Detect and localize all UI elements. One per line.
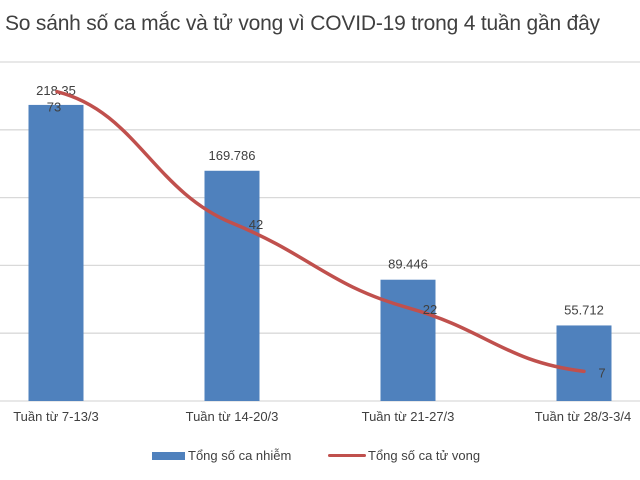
- legend: Tổng số ca nhiễm Tổng số ca tử vong: [0, 448, 640, 468]
- legend-item-deaths: Tổng số ca tử vong: [328, 448, 480, 463]
- x-axis-label: Tuần từ 7-13/3: [13, 409, 99, 424]
- bar: [380, 279, 436, 401]
- x-axis-label: Tuần từ 14-20/3: [186, 409, 279, 424]
- legend-label-deaths: Tổng số ca tử vong: [368, 448, 481, 463]
- bar-value-label: 55.712: [564, 302, 604, 317]
- x-axis-labels: Tuần từ 7-13/3 Tuần từ 14-20/3 Tuần từ 21-…: [13, 409, 631, 424]
- bar: [28, 104, 84, 402]
- legend-label-cases: Tổng số ca nhiễm: [188, 448, 292, 463]
- bar-series: [28, 104, 612, 402]
- chart-title: So sánh số ca mắc và tử vong vì COVID-19…: [5, 12, 600, 35]
- x-axis-label: Tuần từ 28/3-3/4: [535, 409, 631, 424]
- legend-item-cases: Tổng số ca nhiễm: [152, 448, 291, 463]
- line-value-label: 7: [598, 365, 605, 380]
- line-series: [55, 89, 586, 374]
- deaths-line: [55, 89, 586, 374]
- bar: [204, 170, 260, 401]
- bar-value-label: 169.786: [209, 148, 256, 163]
- line-value-label: 73: [47, 100, 61, 115]
- legend-bar-swatch-icon: [152, 451, 185, 460]
- x-axis-label: Tuần từ 21-27/3: [362, 409, 455, 424]
- line-value-label: 22: [423, 302, 437, 317]
- line-value-label: 42: [249, 217, 263, 232]
- legend-line-swatch-icon: [328, 454, 366, 457]
- bar-value-label: 89.446: [388, 257, 428, 272]
- gridlines: [0, 61, 640, 402]
- line-data-labels: 73 42 22 7: [47, 100, 606, 381]
- bar: [556, 325, 612, 401]
